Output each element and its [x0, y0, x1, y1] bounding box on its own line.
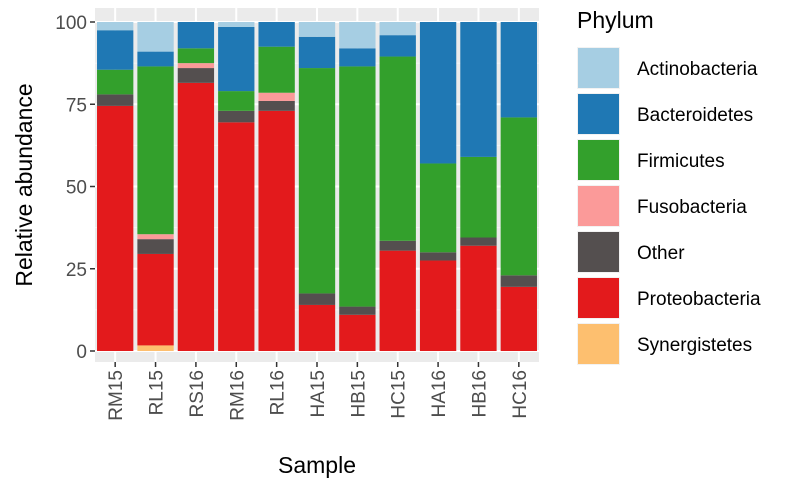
bar-segment	[137, 66, 174, 235]
bar-segment	[419, 260, 457, 351]
bar-segment	[137, 22, 174, 52]
bar-segment	[137, 253, 174, 346]
bar-segment	[500, 117, 537, 276]
bar-segment	[97, 30, 134, 70]
bar-segment	[137, 234, 174, 240]
legend-label: Proteobacteria	[637, 289, 761, 310]
bar-segment	[379, 35, 416, 57]
bar-segment	[258, 92, 295, 101]
bar-segment	[177, 82, 215, 352]
y-axis: 0 25 50 75 100	[55, 13, 95, 363]
bar-segment	[460, 22, 497, 157]
bar-segment	[339, 314, 376, 351]
bar-segment	[177, 63, 215, 69]
bar-segment	[218, 26, 255, 92]
bar-segment	[500, 22, 537, 118]
x-tick-label: RS16	[187, 370, 208, 418]
y-tick-label: 100	[55, 13, 87, 34]
bar-segment	[97, 22, 134, 31]
bar-segment	[419, 252, 457, 261]
bar-segment	[298, 36, 336, 69]
bar-segment	[298, 304, 336, 351]
x-tick-label: HC16	[510, 370, 531, 419]
legend-swatch	[578, 278, 619, 318]
legend-label: Other	[637, 243, 685, 264]
bar-segment	[177, 22, 215, 49]
bar-segment	[258, 100, 295, 111]
y-tick-label: 25	[66, 260, 87, 281]
y-tick-label: 50	[66, 178, 87, 199]
bar-segment	[97, 94, 134, 106]
bar-segment	[137, 239, 174, 254]
legend-swatch	[578, 324, 619, 364]
bar-segment	[298, 68, 336, 294]
x-tick-label: HA16	[429, 370, 450, 418]
bar-segment	[339, 306, 376, 315]
bar-segment	[460, 156, 497, 238]
x-tick-label: RL15	[147, 370, 168, 415]
legend-swatch	[578, 232, 619, 272]
bar-segment	[97, 105, 134, 352]
legend-label: Bacteroidetes	[637, 105, 753, 126]
bar-segment	[339, 48, 376, 67]
bar-segment	[218, 22, 255, 27]
legend: Actinobacteria Bacteroidetes Firmicutes Fus…	[577, 47, 761, 365]
bar-segment	[137, 345, 174, 351]
x-tick-label: HA15	[308, 370, 329, 418]
x-tick-label: HB16	[469, 370, 490, 418]
bar-segment	[339, 66, 376, 307]
bars	[97, 22, 537, 352]
bar-segment	[218, 122, 255, 351]
bar-segment	[97, 69, 134, 95]
bar-segment	[500, 286, 537, 351]
bar-segment	[419, 22, 457, 164]
bar-segment	[298, 22, 336, 37]
x-tick-label: RM16	[227, 370, 248, 421]
legend-title: Phylum	[577, 7, 654, 33]
legend-swatch	[578, 48, 619, 88]
bar-segment	[258, 110, 295, 351]
bar-segment	[460, 245, 497, 351]
legend-swatch	[578, 94, 619, 134]
bar-segment	[218, 91, 255, 111]
bar-segment	[379, 240, 416, 251]
bar-segment	[177, 48, 215, 64]
bar-segment	[379, 22, 416, 36]
bar-segment	[137, 51, 174, 67]
bar-segment	[298, 293, 336, 305]
x-tick-label: RM15	[106, 370, 127, 421]
bar-segment	[419, 163, 457, 253]
x-tick-label: RL16	[268, 370, 289, 415]
legend-label: Firmicutes	[637, 151, 725, 172]
bar-segment	[258, 22, 295, 47]
legend-swatch	[578, 186, 619, 226]
x-tick-label: HB15	[348, 370, 369, 418]
legend-label: Fusobacteria	[637, 197, 747, 218]
x-axis: RM15 RL15 RS16 RM16 RL16 HA15 HB15 HC15 HA16 HB16…	[106, 362, 531, 421]
legend-swatch	[578, 140, 619, 180]
bar-segment	[339, 22, 376, 49]
x-tick-label: HC15	[389, 370, 410, 419]
bar-segment	[218, 110, 255, 123]
bar-segment	[460, 237, 497, 246]
bar-segment	[258, 46, 295, 93]
bar-segment	[379, 56, 416, 241]
bar-segment	[177, 68, 215, 83]
legend-label: Actinobacteria	[637, 59, 758, 80]
x-axis-title: Sample	[278, 452, 356, 478]
y-tick-label: 0	[76, 342, 87, 363]
y-axis-title: Relative abundance	[11, 83, 37, 286]
legend-label: Synergistetes	[637, 335, 752, 356]
y-tick-label: 75	[66, 95, 87, 116]
bar-segment	[500, 275, 537, 287]
bar-segment	[379, 250, 416, 351]
